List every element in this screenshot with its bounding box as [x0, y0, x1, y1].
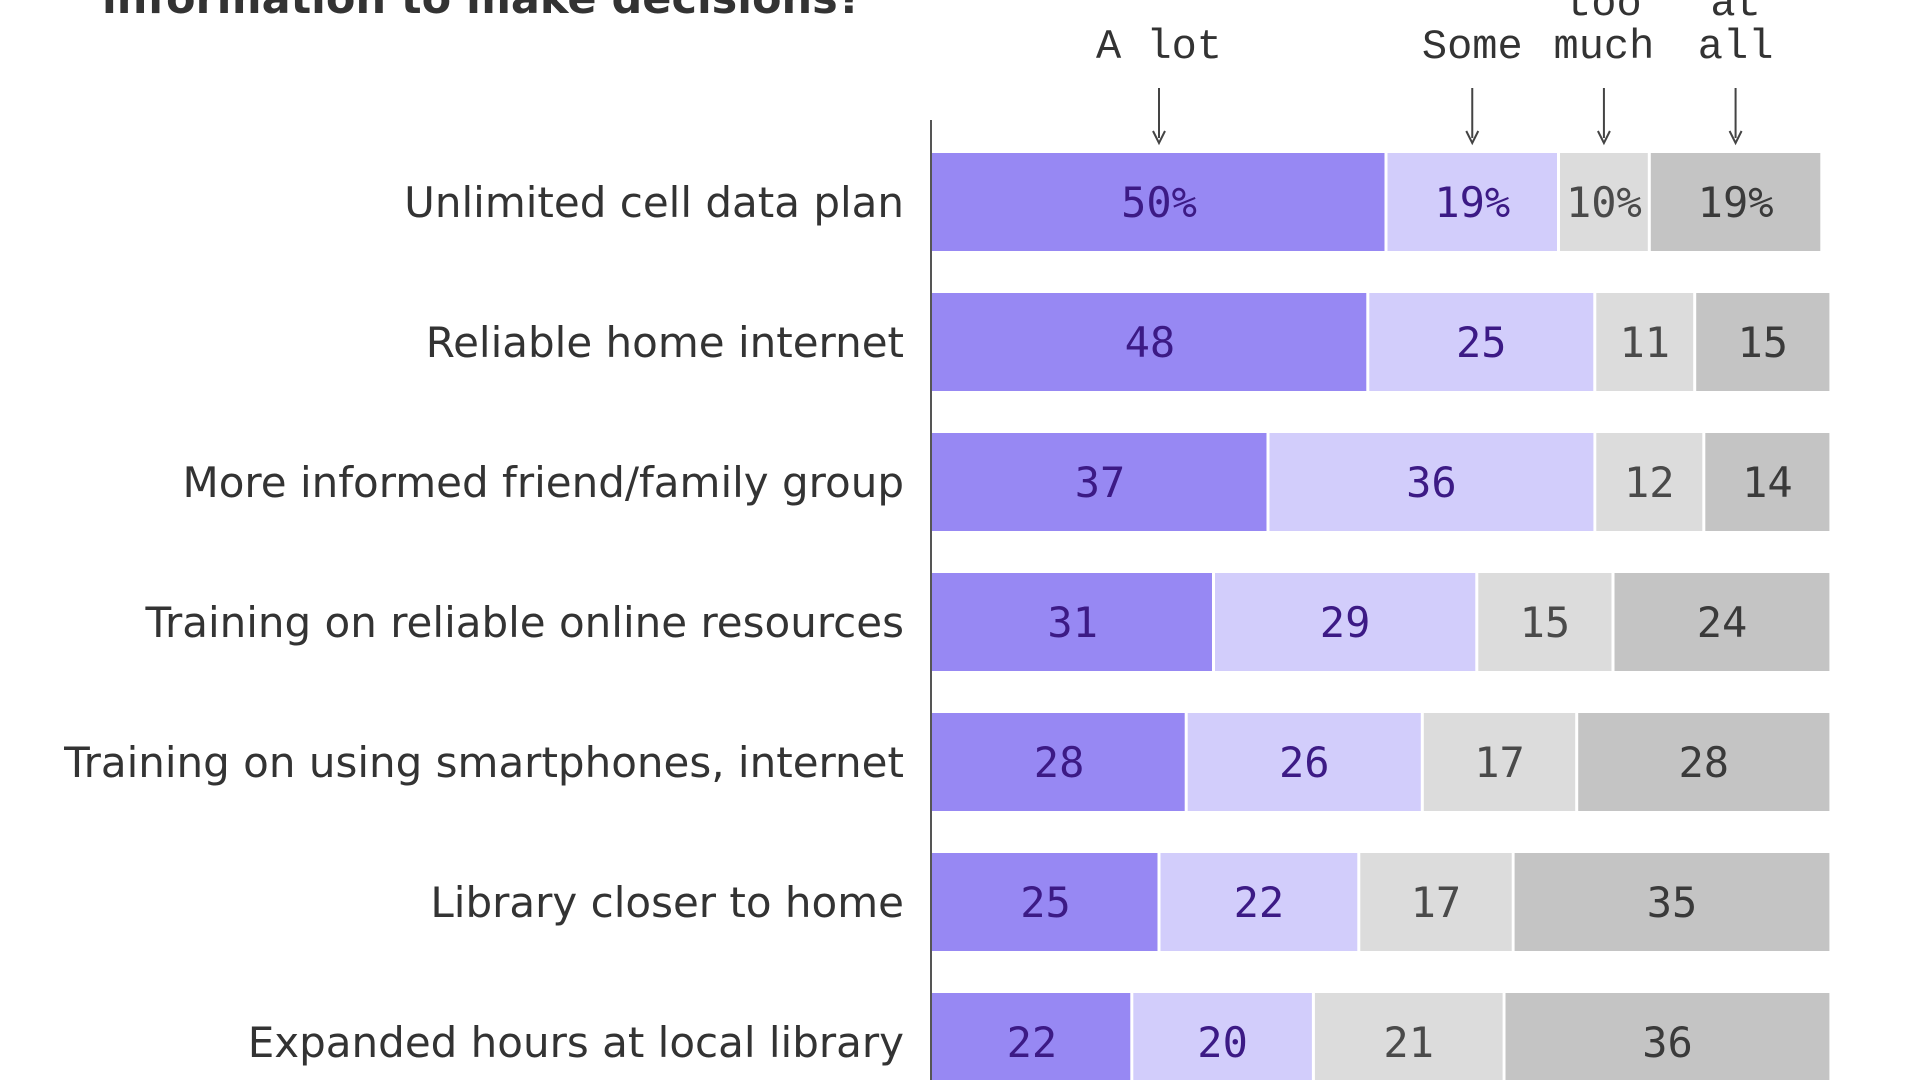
category-label: Expanded hours at local library [248, 1018, 904, 1067]
bar-segment-too-much [1560, 153, 1648, 251]
data-label: 29 [1320, 598, 1371, 647]
bar-segment-a-lot [932, 713, 1185, 811]
data-label: 36 [1642, 1018, 1693, 1067]
bar-segment-too-much [1596, 293, 1694, 391]
bar-segment-too-much [1360, 853, 1512, 951]
bar-segment-a-lot [932, 153, 1385, 251]
bar-segment-some [1269, 433, 1594, 531]
legend-label: too [1566, 0, 1642, 28]
data-label: 20 [1197, 1018, 1248, 1067]
bar-segment-at-all [1650, 153, 1821, 251]
category-label: Training on using smartphones, internet [63, 738, 904, 787]
bar-row: Library closer to home 25 22 17 35 [430, 853, 1830, 951]
legend-label: all [1698, 23, 1774, 71]
legend-arrow-head [1465, 130, 1480, 146]
data-label: 21 [1383, 1018, 1434, 1067]
category-label: More informed friend/family group [183, 458, 905, 507]
data-label: 48 [1125, 318, 1176, 367]
bar-segment-at-all [1514, 853, 1830, 951]
legend-arrow-head [1152, 130, 1166, 146]
bar-segment-at-all [1578, 713, 1830, 811]
bar-row: Expanded hours at local library 22 20 21 36 [248, 993, 1830, 1080]
data-label: 15 [1738, 318, 1789, 367]
bar-segment-at-all [1696, 293, 1830, 391]
data-label: 36 [1406, 458, 1457, 507]
bar-segment-some [1160, 853, 1358, 951]
legend-header: Some [1422, 23, 1523, 146]
data-label: 26 [1279, 738, 1330, 787]
bar-segment-at-all [1705, 433, 1830, 531]
data-label: 19% [1434, 178, 1510, 227]
data-label: 19% [1698, 178, 1774, 227]
data-label: 22 [1007, 1018, 1058, 1067]
bar-segment-a-lot [932, 853, 1158, 951]
category-label: Unlimited cell data plan [404, 178, 904, 227]
legend-label: at [1710, 0, 1760, 28]
legend-label: Some [1422, 23, 1523, 71]
bar-segment-at-all [1614, 573, 1830, 671]
legend-label: A lot [1096, 23, 1222, 71]
bar-row: More informed friend/family group 37 36 12 1… [183, 433, 1830, 531]
data-label: 28 [1034, 738, 1085, 787]
data-label: 14 [1742, 458, 1793, 507]
bar-row: Training on using smartphones, internet 2… [63, 713, 1830, 811]
data-label: 22 [1234, 878, 1285, 927]
bar-segment-a-lot [932, 293, 1367, 391]
legend-label: much [1553, 23, 1654, 71]
legend-arrow-head [1597, 130, 1611, 146]
bar-segment-too-much [1478, 573, 1612, 671]
chart-title: information to make decisions? [102, 0, 863, 24]
bar-segment-some [1187, 713, 1421, 811]
data-label: 17 [1411, 878, 1462, 927]
category-label: Reliable home internet [426, 318, 904, 367]
bar-segment-some [1215, 573, 1476, 671]
data-label: 11 [1620, 318, 1671, 367]
bar-segment-too-much [1314, 993, 1503, 1080]
bar-segment-some [1369, 293, 1594, 391]
data-label: 24 [1697, 598, 1748, 647]
data-label: 35 [1647, 878, 1698, 927]
bar-segment-a-lot [932, 433, 1267, 531]
data-label: 12 [1624, 458, 1675, 507]
data-label: 25 [1456, 318, 1507, 367]
bar-segment-too-much [1596, 433, 1703, 531]
bar-segment-a-lot [932, 993, 1131, 1080]
bar-segment-at-all [1505, 993, 1830, 1080]
bar-segment-some [1387, 153, 1557, 251]
legend-arrow-head [1728, 130, 1743, 146]
bar-segment-some [1133, 993, 1312, 1080]
data-label: 10% [1566, 178, 1642, 227]
category-label: Library closer to home [430, 878, 904, 927]
bar-row: Reliable home internet 48 25 11 15 [426, 293, 1830, 391]
data-label: 17 [1474, 738, 1525, 787]
data-label: 15 [1520, 598, 1571, 647]
legend-header: A lot [1096, 23, 1222, 146]
bar-row: Unlimited cell data plan 50% 19% 10% 19% [404, 153, 1821, 251]
data-label: 28 [1679, 738, 1730, 787]
bar-row: Training on reliable online resources 31 2… [144, 573, 1830, 671]
bar-segment-too-much [1423, 713, 1576, 811]
data-label: 25 [1020, 878, 1071, 927]
category-label: Training on reliable online resources [144, 598, 904, 647]
bar-segment-a-lot [932, 573, 1212, 671]
data-label: 31 [1047, 598, 1098, 647]
data-label: 37 [1075, 458, 1126, 507]
data-label: 50% [1121, 178, 1197, 227]
